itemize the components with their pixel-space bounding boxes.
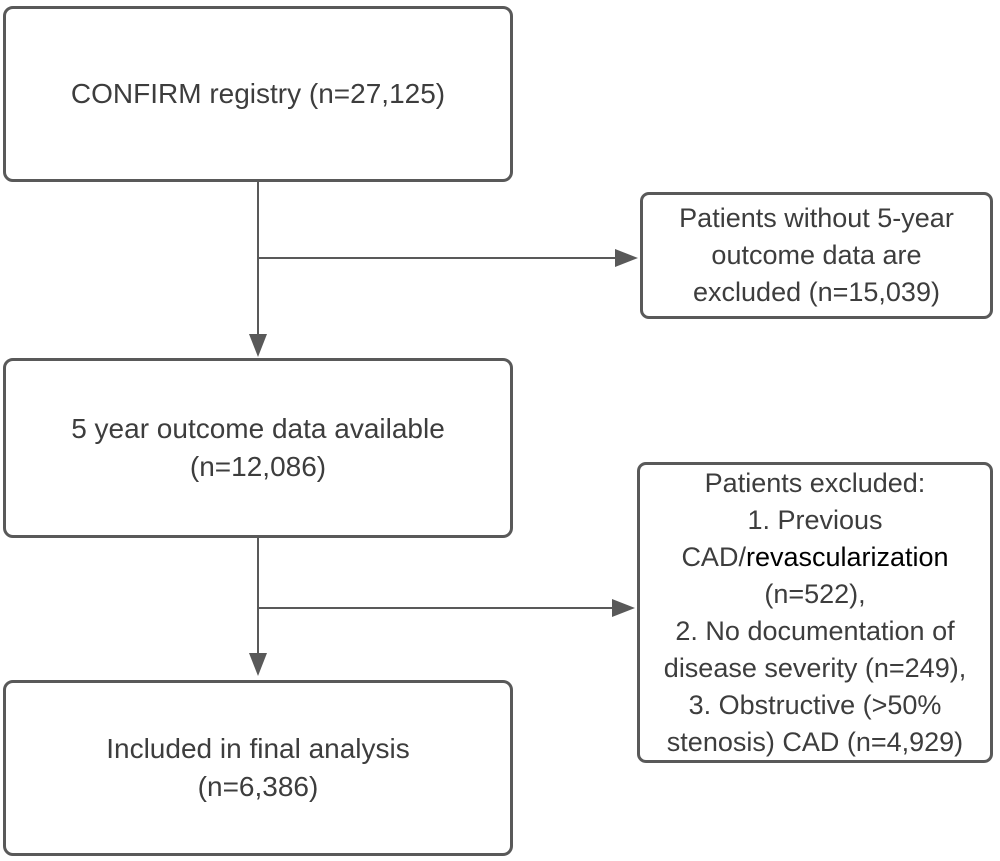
cad-prefix: CAD/: [681, 541, 746, 572]
final-line1: Included in final analysis: [106, 733, 410, 764]
exclusion2-line4: (n=522),: [764, 578, 866, 609]
box-outcome-data-available: 5 year outcome data available (n=12,086): [3, 358, 513, 538]
final-line2: (n=6,386): [197, 771, 319, 802]
exclusion2-line5: 2. No documentation of: [675, 615, 955, 646]
exclusion2-line8: stenosis) CAD (n=4,929): [666, 726, 964, 757]
exclusion1-line3: excluded (n=15,039): [693, 277, 940, 307]
box-final-analysis: Included in final analysis (n=6,386): [3, 680, 513, 856]
exclusion2-line1: Patients excluded:: [704, 467, 926, 498]
exclusion2-line3: CAD/revascularization: [681, 539, 948, 576]
arrow-to-exclusion-2: [258, 599, 635, 617]
arrow-registry-to-outcome: [249, 182, 267, 357]
box-excluded-no-outcome-data: Patients without 5-year outcome data are…: [640, 192, 993, 319]
outcome-line1: 5 year outcome data available: [71, 413, 445, 444]
exclusion2-line7: 3. Obstructive (>50%: [688, 689, 942, 720]
arrow-to-exclusion-1: [258, 249, 638, 267]
exclusion1-line2: outcome data are: [711, 240, 922, 270]
confirm-registry-text: CONFIRM registry (n=27,125): [70, 78, 446, 109]
box-patients-excluded: Patients excluded: 1. Previous CAD/revas…: [637, 462, 993, 763]
outcome-line2: (n=12,086): [189, 451, 327, 482]
box-confirm-registry: CONFIRM registry (n=27,125): [3, 6, 513, 182]
exclusion2-line6: disease severity (n=249),: [663, 652, 967, 683]
arrow-outcome-to-final: [249, 538, 267, 676]
exclusion2-line2: 1. Previous: [747, 504, 883, 535]
exclusion1-line1: Patients without 5-year: [679, 203, 954, 233]
revascularization-word: revascularization: [745, 541, 949, 572]
